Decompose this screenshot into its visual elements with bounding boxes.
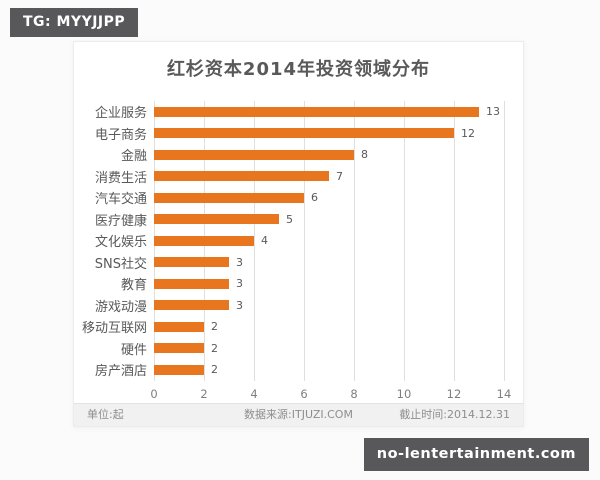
bar (154, 106, 479, 117)
bar-track: 13 (154, 105, 504, 118)
bar-row: 消费生活 7 (74, 166, 523, 188)
value-label: 3 (236, 277, 243, 291)
value-label: 7 (336, 169, 343, 183)
bar (154, 300, 229, 311)
bar-chart: 企业服务 13 电子商务 12 金融 8 消费生活 7 汽车交通 6 医疗健康 5 文化娱乐 4 SNS社交… (74, 101, 523, 403)
gridline-10 (404, 101, 405, 381)
footer-unit-label: 单位:起 (87, 408, 124, 421)
bar-track: 2 (154, 320, 504, 333)
x-tick-label: 0 (150, 386, 158, 401)
bar (154, 149, 354, 160)
bar-track: 2 (154, 363, 504, 376)
gridline-8 (354, 101, 355, 381)
category-label: 企业服务 (94, 106, 147, 122)
footer-source-label: 数据来源:ITJUZI.COM (244, 408, 353, 421)
x-axis: 0 2 4 6 8 10 12 14 (150, 386, 511, 403)
bar-row: 移动互联网 2 (74, 316, 523, 338)
category-label: 金融 (120, 149, 147, 165)
category-label: 医疗健康 (94, 213, 147, 229)
bar (154, 214, 279, 225)
category-label: 消费生活 (94, 170, 147, 186)
value-label: 3 (236, 298, 243, 312)
bar-row: 汽车交通 6 (74, 187, 523, 209)
bar-row: 金融 8 (74, 144, 523, 166)
category-label: 文化娱乐 (94, 235, 147, 251)
bar (154, 364, 204, 375)
category-label: 硬件 (120, 342, 147, 358)
value-label: 5 (286, 212, 293, 226)
bar-track: 5 (154, 213, 504, 226)
x-tick-label: 6 (300, 386, 308, 401)
bar (154, 171, 329, 182)
x-tick-label: 4 (250, 386, 258, 401)
gridline-12 (454, 101, 455, 381)
bar (154, 257, 229, 268)
bar-rows: 企业服务 13 电子商务 12 金融 8 消费生活 7 汽车交通 6 医疗健康 5 文化娱乐 4 SNS社交… (74, 101, 523, 381)
bar-track: 3 (154, 277, 504, 290)
gridline-14 (504, 101, 505, 381)
category-label: 移动互联网 (81, 321, 147, 337)
bar-row: 医疗健康 5 (74, 209, 523, 231)
category-label: 房产酒店 (94, 364, 147, 380)
bar-track: 3 (154, 299, 504, 312)
chart-card: 红杉资本2014年投资领域分布 企业服务 13 电子商务 12 金融 8 消费生活 7 汽车交通… (73, 41, 524, 427)
category-label: 教育 (120, 278, 147, 294)
value-label: 2 (211, 341, 218, 355)
bar (154, 235, 254, 246)
bar-track: 4 (154, 234, 504, 247)
value-label: 2 (211, 320, 218, 334)
bar (154, 278, 229, 289)
bar (154, 128, 454, 139)
bar (154, 321, 204, 332)
bar-row: 房产酒店 2 (74, 359, 523, 381)
chart-title: 红杉资本2014年投资领域分布 (166, 59, 431, 80)
value-label: 6 (311, 191, 318, 205)
chart-footer: 单位:起 数据来源:ITJUZI.COM 截止时间:2014.12.31 (74, 403, 523, 426)
gridline-6 (304, 101, 305, 381)
x-tick-label: 12 (446, 386, 462, 401)
category-label: SNS社交 (94, 256, 147, 272)
bar-row: 电子商务 12 (74, 123, 523, 145)
value-label: 3 (236, 255, 243, 269)
category-label: 电子商务 (94, 127, 147, 143)
bar-track: 12 (154, 127, 504, 140)
watermark-site-badge: no-lentertainment.com (363, 438, 589, 471)
category-label: 汽车交通 (94, 192, 147, 208)
x-tick-label: 8 (350, 386, 358, 401)
bar-track: 8 (154, 148, 504, 161)
value-label: 13 (485, 105, 500, 119)
x-tick-label: 10 (396, 386, 412, 401)
category-label: 游戏动漫 (94, 299, 147, 315)
bar-row: 教育 3 (74, 273, 523, 295)
value-label: 2 (211, 363, 218, 377)
bar-row: 硬件 2 (74, 338, 523, 360)
watermark-telegram-badge: TG: MYYJJPP (10, 8, 139, 37)
bar-row: SNS社交 3 (74, 252, 523, 274)
bar-track: 2 (154, 342, 504, 355)
bar-track: 3 (154, 256, 504, 269)
x-tick-label: 14 (496, 386, 512, 401)
x-tick-label: 2 (200, 386, 208, 401)
gridline-4 (254, 101, 255, 381)
value-label: 12 (461, 126, 475, 140)
bar (154, 343, 204, 354)
bar (154, 192, 304, 203)
bar-row: 文化娱乐 4 (74, 230, 523, 252)
value-label: 4 (261, 234, 268, 248)
bar-row: 游戏动漫 3 (74, 295, 523, 317)
bar-track: 7 (154, 170, 504, 183)
bar-row: 企业服务 13 (74, 101, 523, 123)
footer-deadline-label: 截止时间:2014.12.31 (399, 408, 510, 421)
bar-track: 6 (154, 191, 504, 204)
value-label: 8 (361, 148, 368, 162)
